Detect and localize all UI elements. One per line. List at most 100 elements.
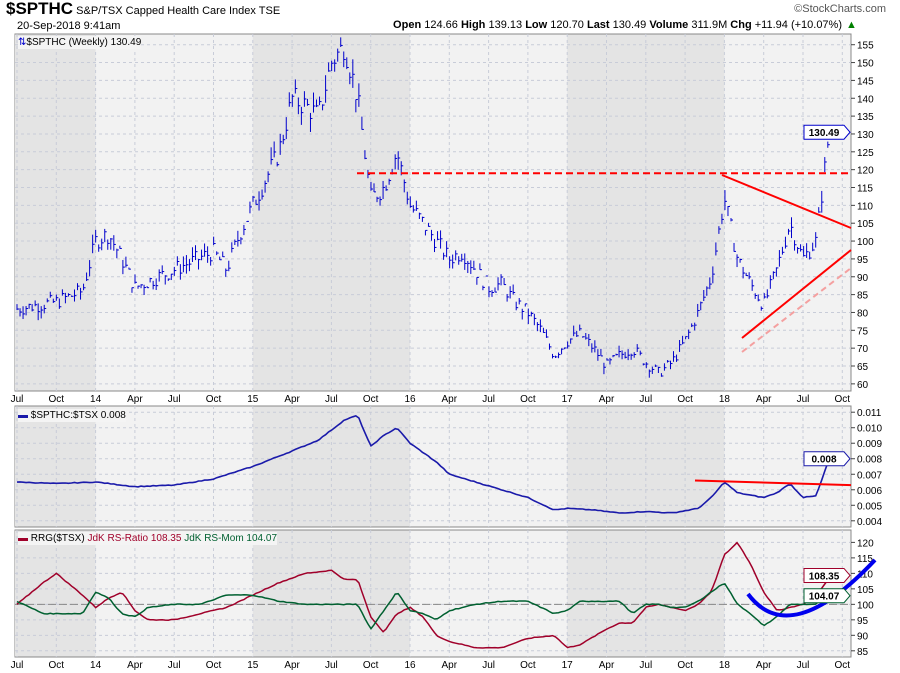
y-tick-label: 120 — [857, 166, 874, 177]
x-tick-label: 14 — [90, 394, 102, 405]
x-tick-label: Jul — [639, 394, 652, 405]
x-tick-label: 18 — [719, 660, 731, 671]
x-tick-label: Jul — [482, 660, 495, 671]
x-tick-label: Jul — [639, 660, 652, 671]
low-value: 120.70 — [550, 19, 584, 31]
x-tick-label: Oct — [49, 660, 65, 671]
x-tick-label: Oct — [520, 394, 536, 405]
x-tick-label: Oct — [835, 660, 851, 671]
symbol: $SPTHC — [6, 0, 74, 18]
y-tick-label: 0.010 — [857, 424, 882, 435]
mom-last-label: 104.07 — [809, 592, 840, 603]
x-tick-label: Oct — [677, 660, 693, 671]
y-tick-label: 95 — [857, 255, 869, 266]
last-price-label-box — [803, 124, 851, 140]
x-tick-label: Oct — [363, 394, 379, 405]
x-tick-label: Oct — [206, 660, 222, 671]
x-tick-label: Apr — [442, 394, 458, 405]
x-tick-label: Oct — [206, 394, 222, 405]
x-tick-label: Apr — [284, 660, 300, 671]
ratio-legend-text: JdK RS-Ratio 108.35 — [87, 533, 182, 544]
line-swatch-icon: ▬ — [18, 533, 28, 544]
y-tick-label: 0.006 — [857, 486, 882, 497]
x-tick-label: Apr — [599, 660, 615, 671]
line-swatch-icon: ▬ — [18, 410, 28, 421]
y-tick-label: 105 — [857, 585, 874, 596]
volume-value: 311.9M — [691, 19, 728, 31]
y-tick-label: 115 — [857, 184, 873, 195]
y-tick-label: 125 — [857, 148, 874, 159]
x-tick-label: Jul — [168, 660, 181, 671]
y-tick-label: 110 — [857, 201, 873, 212]
y-tick-label: 70 — [857, 344, 869, 355]
exchange: TSE — [258, 5, 281, 17]
rs-line — [16, 415, 829, 514]
chart-title: $SPTHC S&P/TSX Capped Health Care Index … — [6, 0, 280, 20]
year-shade — [15, 406, 96, 527]
y-tick-label: 80 — [857, 308, 869, 319]
panel-background — [14, 405, 852, 528]
y-tick-label: 0.007 — [857, 470, 882, 481]
year-shade — [15, 34, 96, 391]
y-tick-label: 145 — [857, 76, 874, 87]
y-tick-label: 60 — [857, 380, 869, 391]
x-tick-label: Apr — [127, 394, 143, 405]
rs-legend-text: $SPTHC:$TSX 0.008 — [30, 410, 126, 421]
mom-last-label-box — [803, 588, 851, 604]
rrg-legend-text: RRG($TSX) — [30, 533, 85, 544]
y-tick-label: 100 — [857, 237, 874, 248]
year-shade — [567, 34, 725, 391]
x-tick-label: Oct — [49, 394, 65, 405]
x-tick-label: 16 — [404, 660, 416, 671]
y-tick-label: 65 — [857, 362, 869, 373]
last-price-label: 130.49 — [809, 128, 840, 139]
x-tick-label: Apr — [756, 660, 772, 671]
y-tick-label: 85 — [857, 291, 869, 302]
y-tick-label: 0.011 — [857, 408, 882, 419]
chart-date: 20-Sep-2018 9:41am — [17, 20, 121, 32]
y-tick-label: 150 — [857, 59, 874, 70]
triangle-upper-line — [721, 174, 852, 229]
chg-label: Chg — [730, 19, 752, 31]
rotation-curve — [746, 558, 877, 618]
x-tick-label: 16 — [404, 394, 416, 405]
x-tick-label: Jul — [168, 394, 181, 405]
y-tick-label: 140 — [857, 94, 874, 105]
mom-legend-text: JdK RS-Mom 104.07 — [184, 533, 278, 544]
x-tick-label: Jul — [11, 394, 24, 405]
y-tick-label: 95 — [857, 616, 869, 627]
x-tick-label: Jul — [797, 394, 810, 405]
y-tick-label: 130 — [857, 130, 874, 141]
chg-value: +11.94 (+10.07%) — [754, 19, 842, 31]
y-tick-label: 120 — [857, 538, 874, 549]
low-label: Low — [525, 19, 548, 31]
y-tick-label: 90 — [857, 273, 869, 284]
bar-icon: ⇅ — [18, 37, 27, 48]
last-value: 130.49 — [612, 19, 647, 31]
x-tick-label: Jul — [482, 394, 495, 405]
rs-mom-line — [16, 583, 829, 630]
high-label: High — [460, 19, 486, 31]
x-tick-label: 17 — [562, 394, 574, 405]
quote-summary: Open 124.66 High 139.13 Low 120.70 Last … — [393, 19, 842, 32]
rs-last-label-box — [803, 451, 851, 467]
x-tick-label: 17 — [562, 660, 574, 671]
last-label: Last — [586, 19, 610, 31]
y-tick-label: 0.009 — [857, 439, 882, 450]
y-tick-label: 85 — [857, 647, 869, 658]
rs-trendline — [694, 479, 852, 487]
open-label: Open — [393, 19, 422, 31]
x-tick-label: Jul — [11, 660, 24, 671]
x-tick-label: Apr — [756, 394, 772, 405]
x-tick-label: Oct — [520, 660, 536, 671]
rs-legend: ▬ $SPTHC:$TSX 0.008 — [18, 409, 126, 422]
x-tick-label: 14 — [90, 660, 102, 671]
x-tick-label: Apr — [442, 660, 458, 671]
x-tick-label: Jul — [325, 394, 338, 405]
panel-background — [14, 529, 852, 658]
volume-label: Volume — [649, 19, 689, 31]
open-value: 124.66 — [424, 19, 458, 31]
y-tick-label: 105 — [857, 219, 874, 230]
